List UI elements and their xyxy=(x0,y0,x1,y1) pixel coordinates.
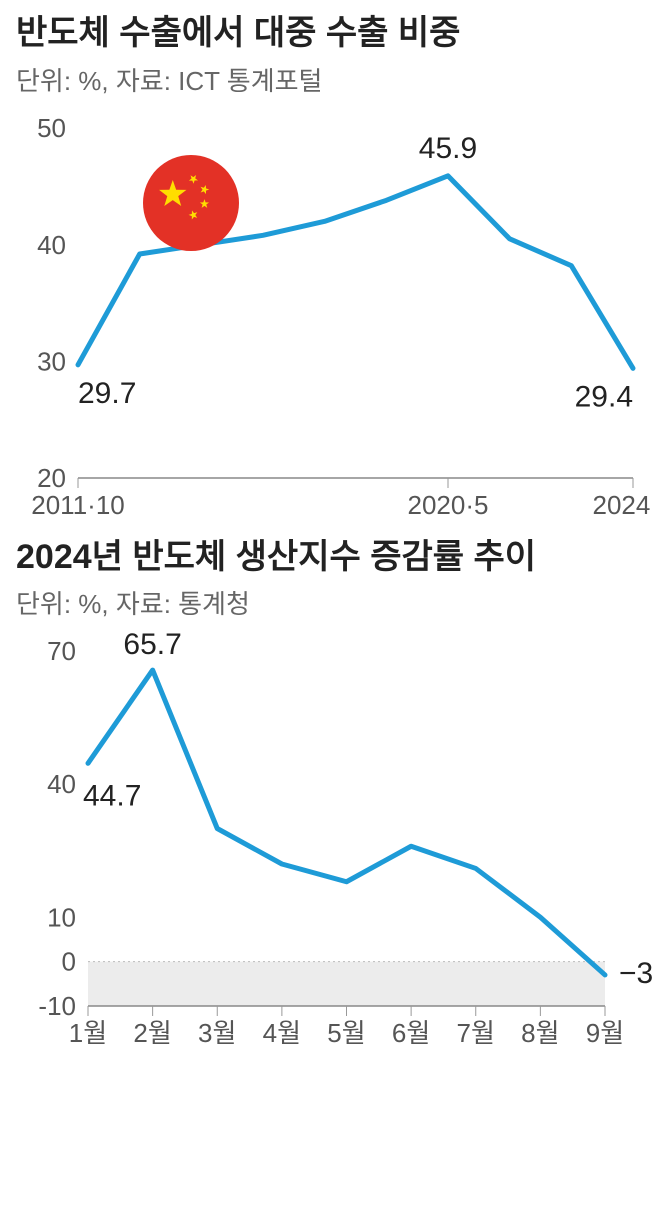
chart1-title: 반도체 수출에서 대중 수출 비중 xyxy=(16,12,653,55)
y-tick-label: 40 xyxy=(47,769,76,799)
negative-band xyxy=(88,962,605,1006)
y-tick-label: -10 xyxy=(38,991,76,1021)
y-tick-label: 0 xyxy=(62,947,76,977)
x-tick-label: 1월 xyxy=(69,1018,107,1048)
x-tick-label: 2020·5 xyxy=(408,490,489,520)
x-tick-label: 2월 xyxy=(133,1018,171,1048)
x-tick-label: 4월 xyxy=(263,1018,301,1048)
y-tick-label: 50 xyxy=(37,113,66,143)
x-tick-label: 8월 xyxy=(521,1018,559,1048)
data-point-label: 29.4 xyxy=(575,380,633,413)
chart2-svg: -10 0 10 40 70 1월 2월 3월 4월 5월 6월 7월 8월 9월 44.7 65.7 −3.0 xyxy=(16,631,653,1061)
data-point-label: 45.9 xyxy=(419,131,477,164)
x-tick-label: 6월 xyxy=(392,1018,430,1048)
chart1-svg: 20 30 40 50 2011·10 2020·5 2024·9 29.7 45.9 29.4 xyxy=(16,108,653,528)
data-line xyxy=(88,670,605,975)
y-tick-label: 40 xyxy=(37,229,66,259)
y-tick-label: 30 xyxy=(37,346,66,376)
y-tick-label: 20 xyxy=(37,463,66,493)
chart2-subtitle: 단위: %, 자료: 통계청 xyxy=(16,584,653,621)
data-point-label: 65.7 xyxy=(123,631,181,661)
y-tick-label: 10 xyxy=(47,902,76,932)
chart1-subtitle: 단위: %, 자료: ICT 통계포털 xyxy=(16,61,653,98)
chart2-title: 2024년 반도체 생산지수 증감률 추이 xyxy=(16,536,653,579)
x-tick-label: 3월 xyxy=(198,1018,236,1048)
x-tick-label: 2011·10 xyxy=(31,490,125,520)
x-tick-label: 5월 xyxy=(327,1018,365,1048)
china-flag-icon xyxy=(143,155,239,251)
y-tick-label: 70 xyxy=(47,636,76,666)
data-point-label: 29.7 xyxy=(78,376,136,409)
chart-production-index: 2024년 반도체 생산지수 증감률 추이 단위: %, 자료: 통계청 -10… xyxy=(16,536,653,1062)
chart-export-share: 반도체 수출에서 대중 수출 비중 단위: %, 자료: ICT 통계포털 20… xyxy=(16,12,653,528)
x-tick-label: 7월 xyxy=(457,1018,495,1048)
x-tick-label: 2024·9 xyxy=(593,490,653,520)
data-point-label: 44.7 xyxy=(83,779,141,812)
data-point-label: −3.0 xyxy=(619,957,653,990)
x-tick-label: 9월 xyxy=(586,1018,624,1048)
